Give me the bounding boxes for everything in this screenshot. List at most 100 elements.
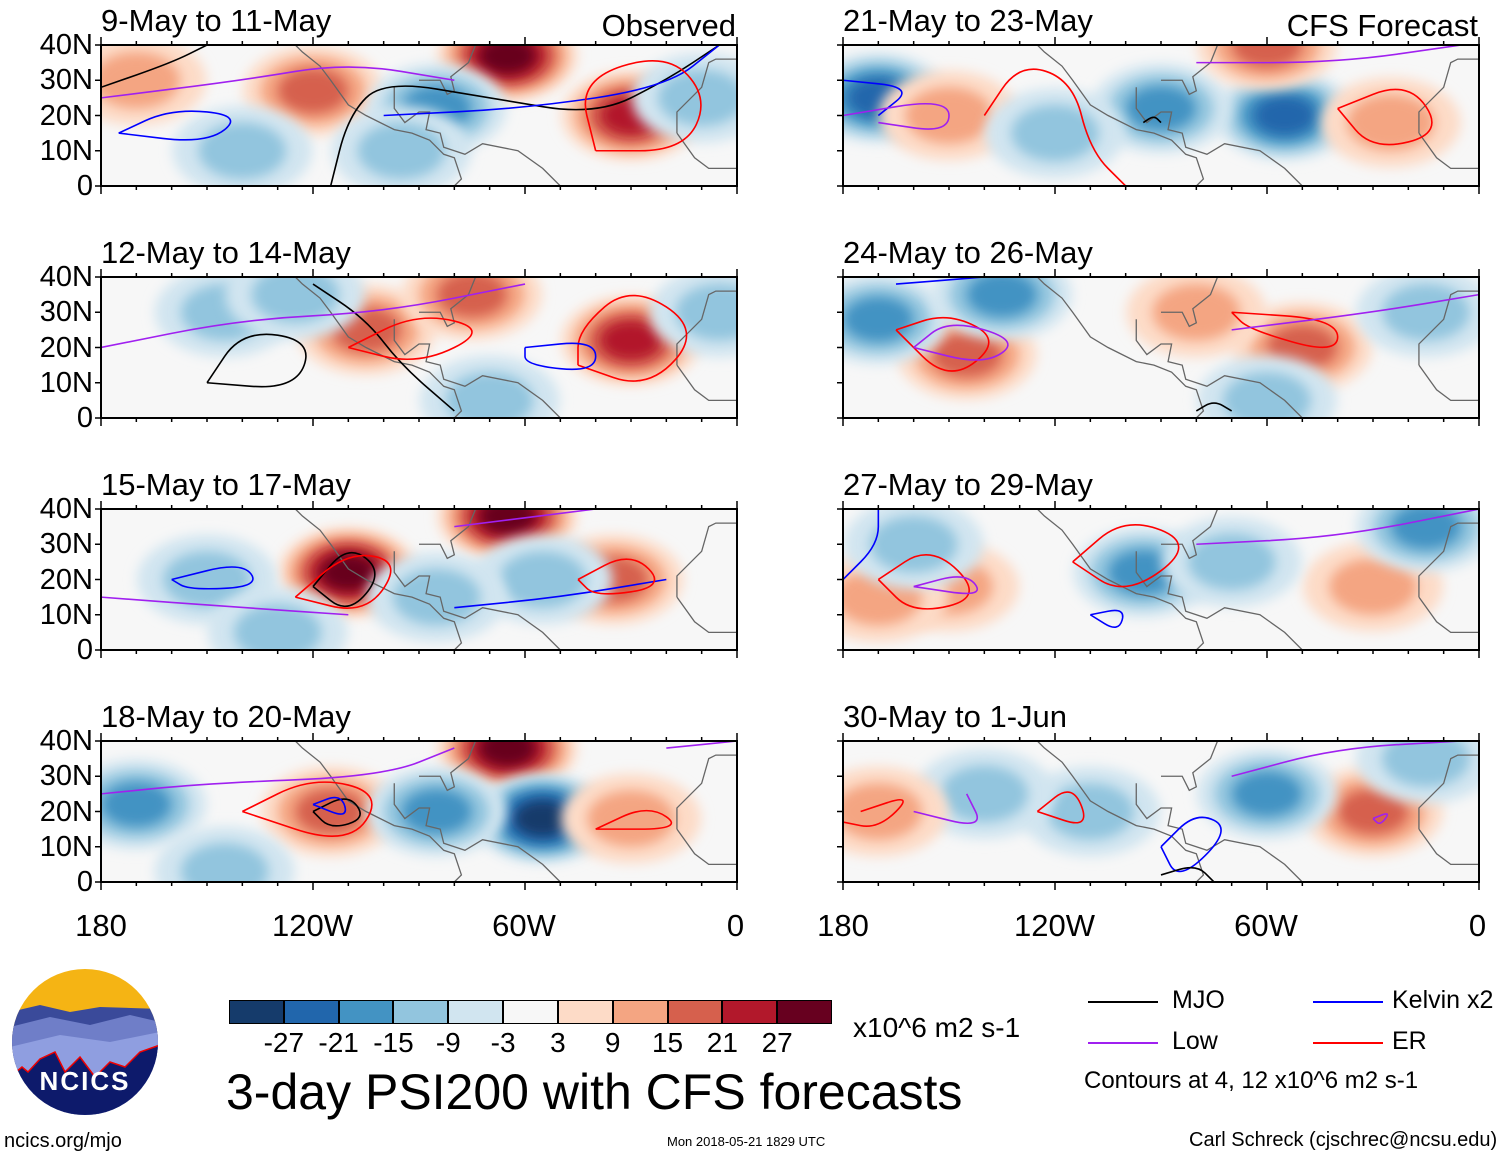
coastline: [1161, 741, 1219, 792]
legend-label: MJO: [1172, 986, 1225, 1014]
panel-title: 30-May to 1-Jun: [843, 699, 1067, 734]
colorbar-label: -27: [263, 1027, 305, 1058]
coastline: [676, 828, 737, 866]
anomaly-shading: [843, 296, 914, 342]
contour-line: [1231, 311, 1339, 349]
anomaly-shading: [163, 551, 251, 608]
legend-label: Low: [1172, 1027, 1218, 1055]
coastline: [294, 741, 463, 882]
anomaly-shading: [1223, 372, 1311, 418]
panel-title: 21-May to 23-May: [843, 3, 1093, 38]
coastline: [676, 290, 737, 366]
coastline: [294, 277, 463, 418]
anomaly-shading: [1152, 284, 1241, 341]
coastline: [1135, 551, 1303, 650]
contour-line: [584, 60, 702, 152]
contour-line: [1036, 791, 1085, 824]
map-panel: [837, 501, 1480, 658]
anomaly-shading: [1254, 95, 1316, 136]
contour-line: [1089, 609, 1124, 628]
anomaly-shading: [180, 843, 269, 882]
coastline: [1135, 87, 1303, 186]
lat-tick-label: 0: [76, 634, 93, 666]
map-panel: [837, 269, 1480, 426]
anomaly-shading: [357, 122, 446, 179]
colorbar-label: -21: [318, 1027, 359, 1058]
contour-line: [312, 798, 361, 827]
lat-tick-label: 30N: [39, 296, 93, 329]
anomaly-shading: [1126, 85, 1196, 131]
contour-line: [913, 576, 978, 595]
anomaly-shading: [498, 551, 587, 608]
anomaly-shading: [1382, 284, 1470, 341]
lon-tick-label: 0: [726, 908, 745, 943]
contour-line: [312, 551, 376, 608]
colorbar-label: 27: [761, 1027, 793, 1058]
colorbar-label: 3: [550, 1027, 566, 1058]
contour-line: [329, 45, 720, 186]
lon-tick-label: 120W: [1014, 908, 1095, 943]
anomaly-shading: [1329, 558, 1417, 615]
lat-tick-label: 30N: [39, 64, 93, 97]
contour-line: [895, 277, 985, 285]
anomaly-shading: [1108, 549, 1179, 595]
panel-title: 24-May to 26-May: [843, 235, 1093, 270]
anomaly-shading: [479, 741, 536, 767]
coastline: [1418, 596, 1479, 634]
colorbar-label: -9: [435, 1027, 461, 1058]
anomaly-shading: [1382, 741, 1470, 787]
colorbar-swatch: [448, 1000, 504, 1024]
contour-line: [383, 45, 720, 117]
lat-tick-label: 10N: [39, 830, 93, 863]
contour-line: [577, 294, 688, 382]
anomaly-shading: [101, 52, 181, 109]
coastline: [393, 783, 561, 882]
anomaly-shading: [1391, 509, 1461, 550]
coastline: [676, 132, 737, 170]
colorbar-swatch: [338, 1000, 394, 1024]
contour-line: [1196, 45, 1462, 64]
contour-line: [101, 283, 526, 349]
coastline: [1036, 45, 1205, 186]
map-panel: [837, 733, 1480, 890]
anomaly-shading: [401, 789, 472, 834]
map-panel: [837, 37, 1480, 194]
legend-label: ER: [1392, 1027, 1427, 1055]
contour-line: [101, 66, 455, 99]
colorbar-label: -3: [490, 1027, 516, 1058]
contour-line: [101, 747, 455, 795]
anomaly-shading: [1011, 105, 1099, 162]
anomaly-shading: [843, 783, 923, 840]
colorbar-swatch: [283, 1000, 339, 1024]
contour-line: [454, 509, 596, 528]
contour-line: [843, 79, 903, 117]
contour-line: [843, 509, 880, 581]
map-panel: [95, 37, 738, 194]
anomaly-shading: [320, 554, 377, 591]
contour-line: [118, 110, 232, 141]
anomaly-shading: [233, 604, 322, 650]
anomaly-shading: [437, 277, 507, 318]
coastline: [1418, 58, 1479, 134]
lat-tick-label: 20N: [39, 99, 93, 132]
contour-line: [1072, 524, 1180, 588]
lat-tick-label: 10N: [39, 598, 93, 631]
coastline: [393, 551, 561, 650]
coastline: [1036, 509, 1205, 650]
coastline: [1418, 132, 1479, 170]
coastline: [419, 509, 477, 560]
colorbar-label: 9: [604, 1027, 621, 1058]
contour-line: [983, 68, 1127, 186]
contour-line: [206, 333, 307, 388]
coastline: [1418, 828, 1479, 866]
anomaly-shading: [587, 790, 675, 847]
coastline: [1161, 277, 1219, 328]
panel-title: 12-May to 14-May: [101, 235, 351, 270]
anomaly-shading: [251, 277, 340, 323]
lat-tick-label: 0: [76, 170, 93, 202]
colorbar-swatch: [393, 1000, 449, 1024]
coastline: [676, 596, 737, 634]
contour-line: [1142, 116, 1162, 124]
lat-tick-label: 30N: [39, 760, 93, 793]
